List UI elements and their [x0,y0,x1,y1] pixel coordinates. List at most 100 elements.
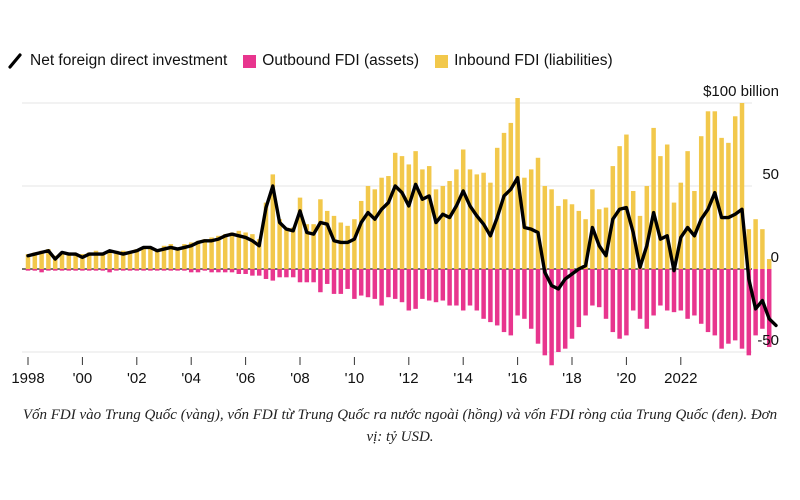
outbound-bar [562,269,568,349]
inbound-bar [182,244,187,269]
outbound-bar [127,269,133,271]
outbound-bar [25,269,31,271]
inbound-bar [284,227,289,269]
inbound-bar [141,247,146,269]
chart-net-line [26,175,778,328]
outbound-bar [719,269,724,349]
outbound-bar [542,269,548,356]
outbound-bar [406,269,412,311]
inbound-bar [528,169,534,269]
outbound-bar [331,269,337,294]
inbound-bar [420,169,425,269]
outbound-bar [141,269,146,271]
inbound-bar [290,227,296,269]
inbound-bar [719,137,724,269]
legend: Net foreign direct investment Outbound F… [8,52,629,70]
inbound-bar [678,182,684,269]
outbound-bar [39,269,44,273]
inbound-bar [542,186,548,269]
inbound-bar [365,186,371,269]
outbound-bar [420,269,425,299]
outbound-bar [569,269,575,339]
inbound-bar [107,252,112,269]
x-tick-label: '10 [345,370,365,387]
outbound-bar [481,269,486,319]
outbound-bar [107,269,112,273]
net-fdi-line [26,175,778,328]
outbound-bar [678,269,684,311]
x-tick-label: '00 [73,370,93,387]
outbound-bar [100,269,106,271]
chart-tick-labels: $100 billion 50 0 -50 1998 '00 '02 '04 '06 '08 '10… [11,83,779,387]
inbound-bar [270,174,276,269]
inbound-bar [86,252,92,269]
outbound-bar [318,269,323,293]
inbound-bar [651,127,656,270]
y-tick-label: 0 [771,249,779,266]
outbound-bar [426,269,432,301]
x-tick-label: '06 [236,370,256,387]
inbound-bar [583,219,588,269]
outbound-bar [732,269,738,341]
outbound-bar [392,269,398,299]
inbound-bar [66,252,72,269]
outbound-bar [386,269,391,298]
inbound-bar [644,186,650,269]
outbound-bar [549,269,554,366]
outbound-bar [726,269,731,344]
figure-caption: Vốn FDI vào Trung Quốc (vàng), vốn FDI t… [22,407,778,445]
inbound-bar [549,189,554,269]
inbound-bar [202,239,208,269]
inbound-bar [746,229,752,269]
outbound-bar [433,269,439,303]
inbound-bar [277,219,282,269]
outbound-bar [290,269,296,278]
outbound-bar [739,269,745,349]
outbound-bar [154,269,160,271]
x-tick-label: '08 [290,370,310,387]
outbound-bar [671,269,677,313]
inbound-bar [732,116,738,269]
outbound-bar [73,269,78,271]
outbound-bar [188,269,194,273]
outbound-bar [311,269,316,283]
outbound-bar [358,269,364,296]
outbound-bar [501,269,507,333]
outbound-bar [454,269,459,306]
inbound-bar [114,250,119,269]
x-tick-label: '18 [562,370,582,387]
inbound-bar [576,210,582,269]
outbound-bar [440,269,446,301]
outbound-bar [256,269,262,276]
outbound-bar [494,269,500,326]
outbound-bar [617,269,622,339]
inbound-bar [25,254,31,269]
outbound-bar [576,269,582,328]
inbound-bar [766,259,772,269]
inbound-bar [426,166,432,269]
outbound-bar [338,269,344,294]
x-tick-label: '16 [508,370,528,387]
inbound-bar [352,219,357,269]
inbound-bar [263,202,269,269]
outbound-bar [705,269,711,333]
legend-item-outbound: Outbound FDI (assets) [243,52,419,70]
outbound-bar [596,269,602,308]
outbound-bar [637,269,643,319]
inbound-bar [386,176,391,269]
outbound-bar [148,269,153,271]
inbound-bar [188,242,194,269]
outbound-bar [202,269,208,271]
outbound-bar [86,269,92,271]
inbound-bar [148,247,153,269]
inbound-bar [454,169,459,269]
inbound-bar [413,151,418,269]
outbound-bar [522,269,527,319]
y-tick-label: -50 [757,332,779,349]
inbound-bar [73,254,78,269]
outbound-bar [66,269,72,271]
inbound-bar [685,151,690,269]
outbound-bar [352,269,357,299]
outbound-bar [182,269,187,271]
outbound-bar [114,269,119,271]
